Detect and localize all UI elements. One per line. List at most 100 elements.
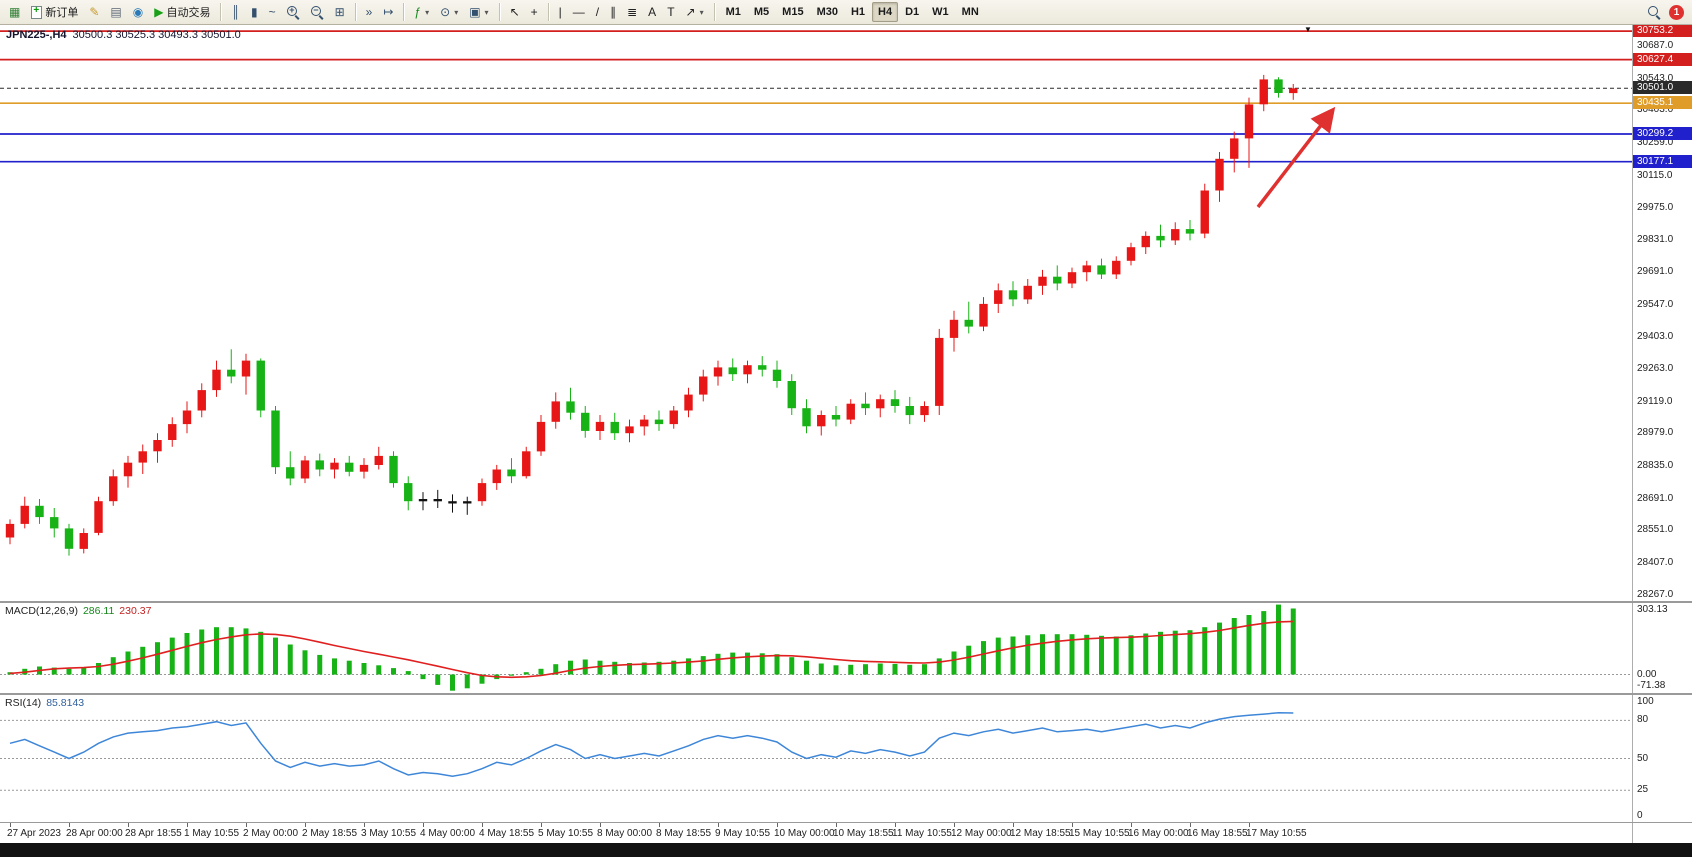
tf-m5[interactable]: M5 xyxy=(748,2,775,22)
tile-windows-icon[interactable]: ⊞ xyxy=(330,2,350,22)
price-line-badge: 30299.2 xyxy=(1633,127,1692,141)
time-tick xyxy=(1249,823,1250,827)
print-icon: ▤ xyxy=(110,5,122,19)
time-axis-label: 8 May 00:00 xyxy=(597,828,653,839)
toolbar-separator xyxy=(713,3,715,21)
time-axis-label: 5 May 10:55 xyxy=(538,828,594,839)
cursor-icon[interactable]: ↖ xyxy=(505,2,525,22)
magnifier-sign: − xyxy=(313,4,319,15)
bar-chart-icon: ║ xyxy=(231,5,240,19)
time-tick xyxy=(128,823,129,827)
notification-badge[interactable]: 1 xyxy=(1669,4,1684,20)
channel-icon[interactable]: ∥ xyxy=(605,2,621,22)
indicators-button-glyph: ƒ xyxy=(414,5,422,19)
price-axis[interactable]: 30687.0 30543.0 30403.0 30259.0 30115.0 29975… xyxy=(1632,25,1692,601)
time-tick xyxy=(1072,823,1073,827)
rsi-chart-canvas[interactable] xyxy=(0,695,1632,822)
rsi-pane[interactable]: RSI(14) 85.8143 xyxy=(0,695,1632,822)
time-axis-label: 4 May 00:00 xyxy=(420,828,476,839)
tf-m1[interactable]: M1 xyxy=(720,2,747,22)
metaeditor-icon[interactable]: ✎ xyxy=(84,2,104,22)
time-tick xyxy=(1131,823,1132,827)
vertical-line-icon[interactable]: | xyxy=(554,2,567,22)
toolbar-right: 1 xyxy=(1648,4,1688,20)
zoom-in-button[interactable]: + xyxy=(282,2,305,22)
candlestick-chart-canvas[interactable] xyxy=(0,25,1632,601)
community-icon[interactable]: ◉ xyxy=(128,2,148,22)
tf-h1[interactable]: H1 xyxy=(845,2,871,22)
price-tick-label: 28691.0 xyxy=(1637,492,1674,504)
time-axis-label: 8 May 18:55 xyxy=(656,828,712,839)
time-axis-label: 16 May 18:55 xyxy=(1187,828,1248,839)
text-label-icon[interactable]: T xyxy=(662,2,679,22)
price-tick-label: 28267.0 xyxy=(1637,588,1674,600)
tf-w1[interactable]: W1 xyxy=(926,2,955,22)
time-axis-corner xyxy=(1632,823,1692,843)
trendline-icon[interactable]: / xyxy=(591,2,604,22)
new-chart-icon[interactable]: ▦ xyxy=(4,2,25,22)
dropdown-caret-icon: ▾ xyxy=(699,7,704,17)
ohlc-values: 30500.3 30525.3 30493.3 30501.0 xyxy=(72,29,241,41)
bottom-bar xyxy=(0,843,1692,857)
template-button[interactable]: ▣ ▾ xyxy=(464,2,493,22)
tf-d1[interactable]: D1 xyxy=(899,2,925,22)
time-tick xyxy=(718,823,719,827)
tf-h4[interactable]: H4 xyxy=(872,2,899,22)
crosshair-icon[interactable]: + xyxy=(526,2,543,22)
vertical-line-icon: | xyxy=(558,5,562,19)
indicators-button[interactable]: ƒ ▾ xyxy=(409,2,434,22)
macd-scale-label: -71.38 xyxy=(1637,680,1666,691)
chart-header: JPN225-,H4 30500.3 30525.3 30493.3 30501.… xyxy=(6,29,241,41)
price-line-badge: 30627.4 xyxy=(1633,52,1692,66)
auto-trading-button[interactable]: ▶ 自动交易 xyxy=(149,2,215,22)
price-tick-label: 29975.0 xyxy=(1637,201,1674,213)
channel-icon: ∥ xyxy=(610,5,617,19)
time-axis-label: 10 May 18:55 xyxy=(833,828,894,839)
horizontal-line-icon[interactable]: — xyxy=(568,2,590,22)
text-icon[interactable]: A xyxy=(643,2,661,22)
rsi-name: RSI(14) xyxy=(5,697,42,709)
new-order-button[interactable]: 新订单 xyxy=(26,2,83,22)
arrows-icon[interactable]: ↗ ▾ xyxy=(681,2,709,22)
bar-chart-icon[interactable]: ║ xyxy=(226,2,245,22)
chart-shift-icon[interactable]: ↦ xyxy=(378,2,398,22)
time-axis-label: 2 May 00:00 xyxy=(243,828,299,839)
rsi-label: RSI(14) 85.8143 xyxy=(5,697,84,709)
tf-mn[interactable]: MN xyxy=(956,2,985,22)
main-chart-pane[interactable]: JPN225-,H4 30500.3 30525.3 30493.3 30501.… xyxy=(0,25,1632,601)
time-axis-label: 27 Apr 2023 xyxy=(7,828,61,839)
macd-row: MACD(12,26,9) 286.11 230.37 303.13 0.00 -71.… xyxy=(0,601,1692,693)
price-tick-label: 28979.0 xyxy=(1637,427,1674,439)
time-tick xyxy=(541,823,542,827)
fibonacci-icon[interactable]: ≣ xyxy=(622,2,642,22)
macd-chart-canvas[interactable] xyxy=(0,603,1632,693)
zoom-out-button[interactable]: − xyxy=(306,2,329,22)
toolbar: ▦新订单✎▤◉▶自动交易║▮~+−⊞»↦ƒ▾⊙▾▣▾↖+|—/∥≣AT↗▾M1M… xyxy=(0,0,1692,25)
tf-m15[interactable]: M15 xyxy=(776,2,809,22)
candlestick-chart-icon[interactable]: ▮ xyxy=(246,2,263,22)
new-order-icon xyxy=(31,5,43,19)
toolbar-separator xyxy=(403,3,405,21)
tf-h1-label: H1 xyxy=(850,6,866,18)
dropdown-caret-icon: ▾ xyxy=(454,7,459,17)
macd-pane[interactable]: MACD(12,26,9) 286.11 230.37 xyxy=(0,603,1632,693)
time-tick xyxy=(423,823,424,827)
price-line-badge: 30435.1 xyxy=(1633,96,1692,110)
print-icon[interactable]: ▤ xyxy=(105,2,126,22)
time-axis-label: 11 May 10:55 xyxy=(892,828,952,839)
auto-scroll-icon: » xyxy=(365,5,373,19)
current-price-badge: 30501.0 xyxy=(1633,81,1692,95)
toolbar-separator xyxy=(220,3,222,21)
auto-scroll-icon[interactable]: » xyxy=(361,2,378,22)
periods-button[interactable]: ⊙ ▾ xyxy=(435,2,463,22)
time-axis-label: 2 May 18:55 xyxy=(302,828,358,839)
tf-m30[interactable]: M30 xyxy=(811,2,844,22)
text-icon: A xyxy=(648,5,657,19)
search-icon[interactable] xyxy=(1648,5,1661,19)
rsi-row: RSI(14) 85.8143 100 80 50 25 0 xyxy=(0,693,1692,822)
rsi-scale-label: 80 xyxy=(1637,714,1649,726)
line-chart-icon[interactable]: ~ xyxy=(264,2,281,22)
time-axis[interactable]: 27 Apr 2023 28 Apr 00:00 28 Apr 18:55 1 May… xyxy=(0,823,1632,843)
time-axis-label: 28 Apr 00:00 xyxy=(66,828,123,839)
